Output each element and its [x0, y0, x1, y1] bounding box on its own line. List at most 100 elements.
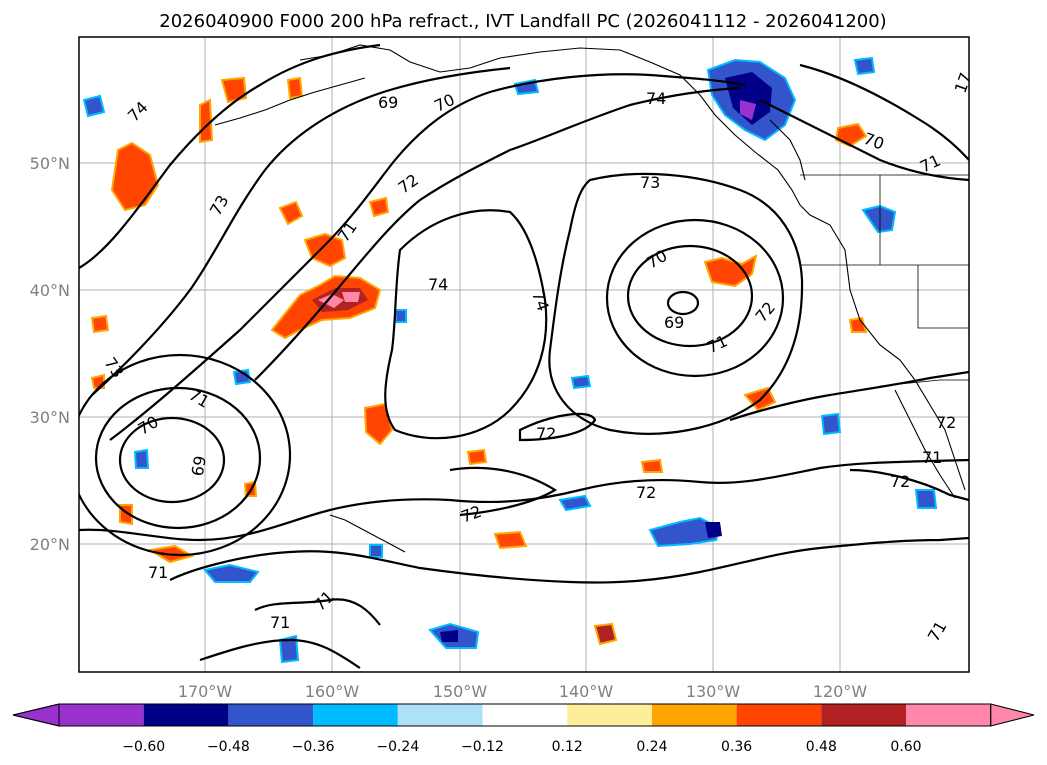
positive-anomaly-region [466, 448, 488, 466]
longitude-labels: 170°W 160°W 150°W 140°W 130°W 120°W [178, 682, 868, 701]
lon-label: 170°W [178, 682, 233, 701]
negative-anomaly-region [232, 368, 252, 386]
positive-anomaly-region [848, 316, 868, 333]
lat-label: 30°N [30, 408, 70, 427]
contour-line [199, 638, 361, 669]
colorbar: −0.60 −0.48 −0.36 −0.24 −0.12 0.12 0.24 … [12, 703, 1035, 755]
lat-label: 20°N [30, 535, 70, 554]
colorbar-over-arrow [990, 703, 1035, 727]
colorbar-bin [736, 704, 822, 726]
positive-anomaly-region [363, 402, 394, 446]
us-state-border [917, 265, 969, 329]
colorbar-tick-label: −0.12 [461, 739, 504, 755]
contour-label: 73 [640, 173, 660, 192]
positive-anomaly-region [368, 196, 390, 218]
contour-line [666, 290, 700, 316]
contour-line [109, 73, 746, 441]
contour-line [91, 66, 511, 396]
colorbar-tick-label: 0.24 [636, 739, 667, 755]
lon-label: 160°W [305, 682, 360, 701]
negative-anomaly-region [558, 494, 592, 512]
positive-anomaly-region [593, 622, 618, 646]
colorbar-tick-label: −0.48 [207, 739, 250, 755]
contour-label: 71 [270, 613, 290, 632]
map-frame [78, 36, 970, 673]
colorbar-tick-label: −0.60 [122, 739, 165, 755]
positive-anomaly-region [493, 530, 528, 550]
contour-line [626, 244, 754, 348]
contour-line [79, 458, 969, 542]
positive-anomaly-region [286, 76, 304, 100]
colorbar-tick-label: −0.36 [292, 739, 335, 755]
contour-label: 69 [188, 454, 210, 477]
negative-anomaly-region [725, 72, 772, 125]
colorbar-tick-label: 0.36 [721, 739, 752, 755]
lon-label: 130°W [686, 682, 741, 701]
colorbar-under-arrow [12, 703, 60, 727]
negative-anomaly-region [133, 448, 150, 469]
colorbar-bin [906, 704, 991, 726]
aleutian-islands [214, 77, 366, 126]
colorbar-bin [59, 704, 144, 726]
positive-anomaly-region [640, 458, 664, 473]
contour-line [799, 63, 969, 161]
contour-line [384, 209, 548, 440]
colorbar-bin [482, 704, 568, 726]
positive-anomaly-region [110, 141, 160, 212]
contour-line [118, 416, 226, 504]
contour-line [94, 386, 262, 530]
colorbar-outline [58, 703, 992, 727]
north-america-coast [799, 204, 966, 491]
positive-anomaly-region [199, 98, 214, 144]
contour-label: 71 [148, 563, 168, 582]
colorbar-tick-label: 0.12 [552, 739, 583, 755]
lon-label: 150°W [433, 682, 488, 701]
negative-anomaly-region [914, 489, 938, 509]
negative-anomaly-region [203, 563, 260, 583]
colorbar-tick-label: 0.60 [890, 739, 921, 755]
colorbar-bin [397, 704, 483, 726]
negative-anomaly-region [570, 374, 592, 390]
colorbar-bin [567, 704, 652, 726]
negative-anomaly-region [278, 634, 300, 664]
refractivity-contours [79, 43, 969, 669]
negative-anomaly-region [861, 204, 897, 234]
colorbar-bin [143, 704, 229, 726]
contour-line [254, 86, 741, 381]
positive-anomaly-region [318, 294, 344, 308]
positive-anomaly-region [90, 314, 110, 334]
positive-anomaly-region [342, 292, 360, 302]
negative-anomaly-region [82, 94, 106, 118]
alaska-coast [299, 44, 801, 206]
lon-label: 140°W [559, 682, 614, 701]
negative-anomaly-region [393, 309, 407, 323]
negative-anomaly-region [369, 544, 383, 558]
contour-label: 69 [378, 93, 398, 112]
contour-label: 72 [536, 424, 556, 443]
baja-coast [894, 389, 956, 499]
lat-label: 40°N [30, 281, 70, 300]
contour-line [169, 536, 969, 584]
negative-anomaly-region [853, 56, 876, 76]
contour-label: 72 [636, 483, 656, 502]
contour-line [254, 598, 381, 626]
contour-label: 72 [936, 413, 956, 432]
contour-line [79, 353, 292, 557]
hawaii-islands [329, 514, 406, 553]
negative-anomaly-region [705, 522, 722, 538]
contour-line [729, 370, 969, 422]
contour-line [518, 412, 597, 442]
contour-line [548, 172, 804, 435]
negative-anomaly-region [740, 100, 756, 120]
contour-label: 74 [646, 89, 666, 108]
contour-label: 17 [951, 70, 976, 96]
positive-anomaly-region [278, 200, 304, 226]
contour-line [759, 99, 969, 182]
colorbar-bin [821, 704, 906, 726]
latitude-labels: 50°N 40°N 30°N 20°N [30, 154, 70, 554]
figure-title: 2026040900 F000 200 hPa refract., IVT La… [159, 11, 886, 32]
coastlines [214, 44, 969, 553]
british-columbia-coast [769, 119, 806, 181]
lon-label: 120°W [813, 682, 868, 701]
